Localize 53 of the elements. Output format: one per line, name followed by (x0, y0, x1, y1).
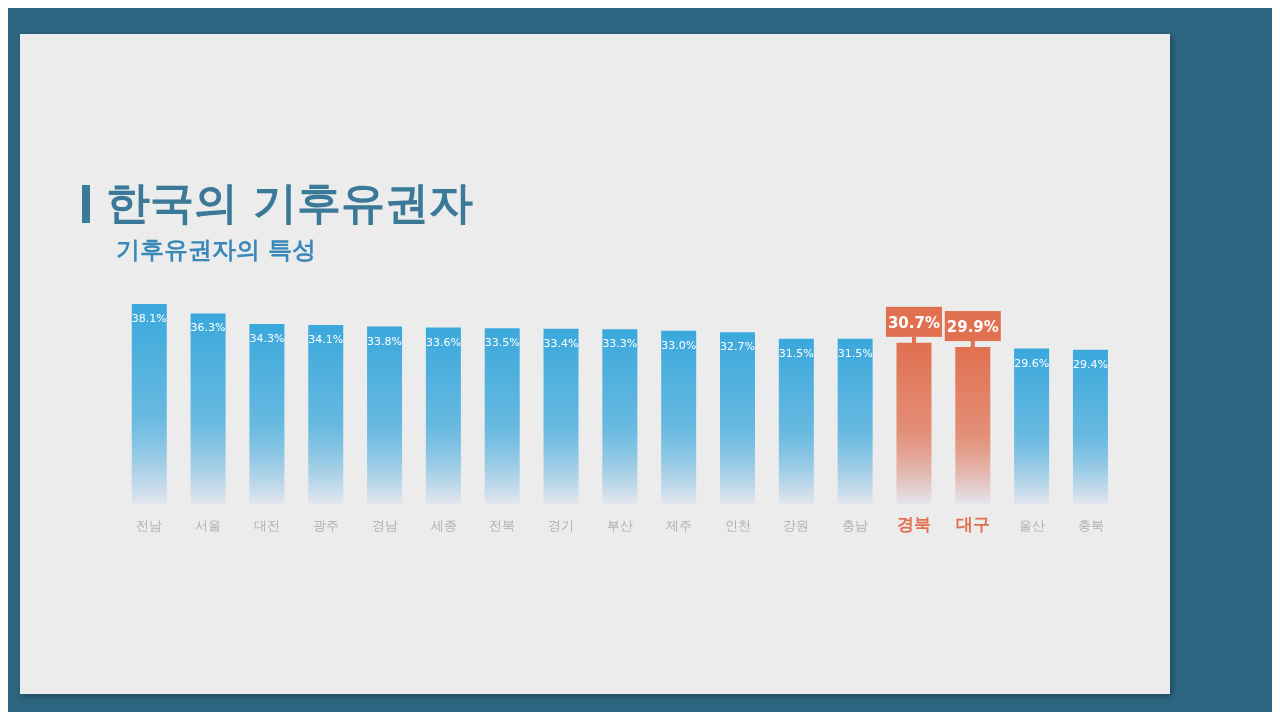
data-label: 33.0% (661, 338, 697, 352)
data-label: 29.4% (1072, 357, 1108, 371)
bar (367, 326, 403, 504)
data-label: 38.1% (131, 312, 167, 325)
bar (602, 329, 638, 504)
x-tick-label: 전북 (489, 518, 516, 533)
chart-subtitle: 기후유권자의 특성 (116, 235, 317, 266)
data-label: 34.3% (249, 331, 285, 345)
data-label: 33.6% (425, 335, 461, 349)
bar (778, 338, 814, 504)
bar (308, 325, 344, 504)
data-label: 31.5% (778, 346, 814, 360)
bar (896, 342, 932, 504)
x-tick-label: 부산 (607, 518, 633, 533)
bar (661, 330, 697, 504)
bar (837, 338, 873, 504)
x-tick-label: 인천 (724, 518, 751, 533)
x-tick-label: 강원 (783, 518, 810, 533)
x-tick-label: 울산 (1018, 518, 1045, 533)
bar (131, 304, 167, 504)
data-label: 34.1% (308, 333, 344, 346)
x-tick-label: 경남 (371, 518, 398, 533)
data-label: 32.7% (720, 340, 755, 354)
x-tick-label: 제주 (665, 518, 692, 533)
x-tick-label: 대구 (955, 514, 990, 534)
bar (484, 328, 520, 504)
x-tick-label: 서울 (195, 518, 222, 533)
x-tick-label: 세종 (430, 518, 457, 533)
bar (955, 347, 991, 504)
bar (249, 323, 285, 504)
bar (543, 328, 579, 504)
bar (190, 313, 226, 504)
x-tick-label: 충남 (842, 518, 869, 533)
bar (425, 327, 461, 504)
x-tick-label: 광주 (312, 518, 339, 533)
x-tick-label: 전남 (136, 518, 163, 533)
chart-title: 한국의 기후유권자 (106, 176, 474, 230)
bar (1014, 348, 1050, 504)
data-label: 36.3% (190, 321, 226, 335)
data-label: 29.9% (946, 318, 999, 337)
x-tick-label: 경기 (548, 518, 575, 533)
data-label: 33.3% (602, 337, 638, 351)
data-label: 31.5% (837, 346, 873, 360)
x-tick-label: 충북 (1077, 518, 1104, 533)
bar (720, 332, 755, 504)
data-label: 33.4% (543, 336, 579, 350)
data-label: 29.6% (1014, 356, 1050, 370)
data-label: 30.7% (887, 313, 940, 332)
x-tick-label: 경북 (897, 514, 932, 534)
data-label: 33.5% (484, 336, 520, 350)
bar (1072, 349, 1108, 504)
x-tick-label: 대전 (254, 518, 281, 533)
data-label: 33.8% (367, 334, 403, 348)
